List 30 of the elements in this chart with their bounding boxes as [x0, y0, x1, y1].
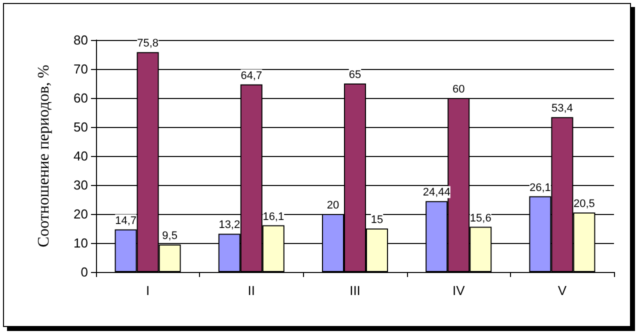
x-tick-label: I	[146, 283, 150, 298]
data-label: 26,1	[529, 182, 551, 194]
y-axis-title: Соотношение периодов, %	[36, 64, 52, 248]
data-label: 20	[326, 200, 340, 212]
y-tick-label: 60	[74, 90, 88, 106]
x-tick-label: III	[350, 283, 360, 298]
y-tick-label: 20	[74, 206, 88, 222]
y-tick-label: 50	[74, 120, 88, 134]
data-label: 24,44	[422, 186, 450, 199]
data-label: 15	[370, 214, 384, 226]
y-tick-label: 80	[74, 32, 88, 48]
data-label: 64,7	[240, 70, 262, 82]
data-label: 13,2	[218, 219, 240, 232]
data-label: 9,5	[162, 230, 178, 242]
data-label: 14,7	[115, 214, 137, 227]
x-tick-label: II	[248, 283, 256, 298]
x-tick-label: V	[558, 283, 567, 298]
y-tick-label: 0	[80, 264, 88, 280]
y-tick-label: 70	[74, 62, 88, 76]
y-tick-label: 30	[74, 178, 88, 192]
y-tick-label: 10	[74, 236, 88, 250]
data-label: 16,1	[262, 210, 284, 223]
data-label: 53,4	[551, 102, 573, 115]
data-label: 15,6	[470, 212, 492, 224]
data-label: 65	[348, 69, 362, 81]
data-label: 75,8	[137, 38, 159, 50]
y-tick-label: 40	[74, 148, 88, 164]
data-label: 20,5	[573, 198, 595, 210]
x-tick-label: IV	[452, 283, 466, 298]
data-label: 60	[452, 84, 465, 96]
